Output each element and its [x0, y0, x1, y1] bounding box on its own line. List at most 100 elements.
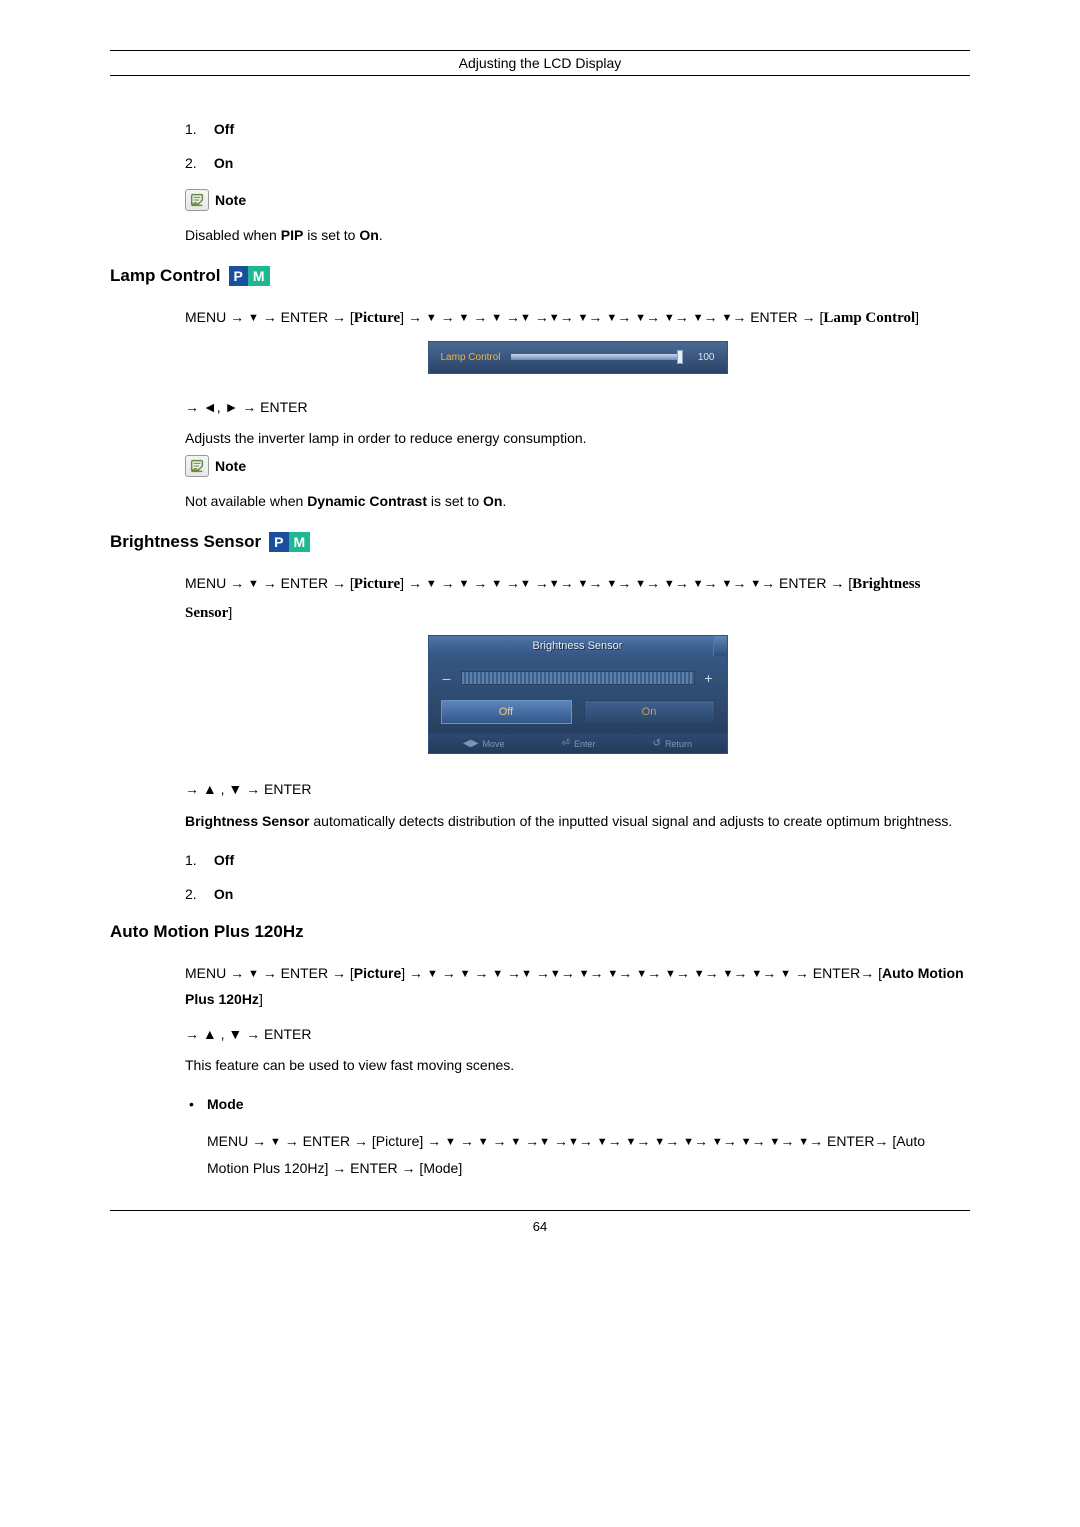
- t: MENU →: [185, 309, 248, 325]
- t: Move: [482, 739, 504, 749]
- note-block: Note: [185, 455, 970, 477]
- down-triangle-icon: ▼: [635, 578, 646, 590]
- enter-icon: ⏎: [562, 738, 570, 749]
- t: ]: [458, 1160, 462, 1176]
- nav-line-brightness: → ▲ , ▼ → ENTER: [185, 776, 970, 803]
- down-triangle-icon: ▼: [520, 312, 531, 324]
- t: Not available when: [185, 493, 307, 509]
- osd-footer: ◀▶Move ⏎Enter ↺Return: [429, 734, 727, 753]
- brightness-desc: Brightness Sensor automatically detects …: [185, 811, 970, 832]
- osd-slider-track: [511, 354, 681, 360]
- down-triangle-icon: ▼: [426, 578, 437, 590]
- down-triangle-icon: ▼: [654, 1136, 665, 1148]
- down-triangle-icon: ▼: [549, 578, 560, 590]
- down-triangle-icon: ▼: [578, 578, 589, 590]
- down-triangle-icon: ▼: [665, 968, 676, 980]
- down-triangle-icon: ▼: [426, 312, 437, 324]
- pm-badge-icon: PM: [229, 266, 270, 286]
- mode-label: Mode: [207, 1096, 244, 1112]
- down-triangle-icon: ▼: [606, 578, 617, 590]
- list-label: On: [214, 155, 233, 171]
- list-label: Off: [214, 852, 234, 868]
- down-triangle-icon: ▼: [491, 312, 502, 324]
- heading-text: Brightness Sensor: [110, 532, 261, 552]
- bullet-mode: Mode: [185, 1096, 970, 1112]
- amp-desc: This feature can be used to view fast mo…: [185, 1055, 970, 1076]
- down-triangle-icon: ▼: [491, 578, 502, 590]
- down-triangle-icon: ▼: [694, 968, 705, 980]
- t: Return: [665, 739, 692, 749]
- badge-p: P: [269, 532, 288, 552]
- badge-m: M: [248, 266, 270, 286]
- t: Mode: [423, 1160, 458, 1176]
- nav-line-lamp: → ◄, ► → ENTER: [185, 394, 970, 421]
- t: ] →: [419, 1133, 445, 1149]
- menu-lamp-label: Lamp Control: [823, 310, 915, 326]
- t: ]: [259, 991, 263, 1007]
- note-block: Note: [185, 189, 970, 211]
- note-text: Disabled when PIP is set to On.: [185, 225, 970, 246]
- list-item: 2. On: [185, 886, 970, 902]
- menu-picture: Picture: [376, 1133, 420, 1149]
- list-number: 2.: [185, 886, 210, 902]
- minus-icon: –: [441, 670, 453, 686]
- menu-picture: Picture: [354, 310, 400, 326]
- down-triangle-icon: ▼: [597, 1136, 608, 1148]
- t: Dynamic Contrast: [307, 493, 427, 509]
- down-triangle-icon: ▼: [478, 1136, 489, 1148]
- osd-title: Brightness Sensor: [533, 640, 623, 652]
- section-heading-amp: Auto Motion Plus 120Hz: [110, 922, 970, 942]
- nav-line-amp: → ▲ , ▼ → ENTER: [185, 1021, 970, 1048]
- menu-path-amp-mode: MENU → ▼ → ENTER → [Picture] → ▼ → ▼ → ▼…: [185, 1128, 970, 1181]
- list-label: Off: [214, 121, 234, 137]
- down-triangle-icon: ▼: [549, 312, 560, 324]
- t: ] →: [401, 965, 427, 981]
- document-page: Adjusting the LCD Display 1. Off 2. On N…: [0, 0, 1080, 1264]
- text: .: [379, 227, 383, 243]
- menu-path-brightness: MENU → ▼ → ENTER → [Picture] → ▼ → ▼ → ▼…: [185, 570, 970, 627]
- menu-path-lamp: MENU → ▼ → ENTER → [Picture] → ▼ → ▼ → ▼…: [185, 304, 970, 333]
- t: ]: [228, 604, 232, 620]
- down-triangle-icon: ▼: [712, 1136, 723, 1148]
- heading-text: Auto Motion Plus 120Hz: [110, 922, 304, 942]
- down-triangle-icon: ▼: [607, 968, 618, 980]
- text: is set to: [303, 227, 359, 243]
- down-triangle-icon: ▼: [635, 312, 646, 324]
- t: MENU →: [207, 1133, 270, 1149]
- note-label: Note: [215, 192, 246, 208]
- osd-return-hint: ↺Return: [653, 738, 692, 749]
- t: On: [483, 493, 502, 509]
- down-triangle-icon: ▼: [460, 968, 471, 980]
- move-icon: ◀▶: [463, 738, 478, 749]
- t: ] → ENTER → [: [325, 1160, 424, 1176]
- down-triangle-icon: ▼: [568, 1136, 579, 1148]
- t: Brightness Sensor: [185, 813, 309, 829]
- list-number: 1.: [185, 121, 210, 137]
- section-heading-brightness: Brightness Sensor PM: [110, 532, 970, 552]
- note-icon: [185, 189, 209, 211]
- badge-p: P: [229, 266, 248, 286]
- down-triangle-icon: ▼: [626, 1136, 637, 1148]
- t: ENTER → [: [746, 309, 823, 325]
- down-triangle-icon: ▼: [798, 1136, 809, 1148]
- lamp-desc: Adjusts the inverter lamp in order to re…: [185, 428, 970, 449]
- down-triangle-icon: ▼: [780, 968, 791, 980]
- down-triangle-icon: ▼: [539, 1136, 550, 1148]
- down-triangle-icon: ▼: [445, 1136, 456, 1148]
- badge-m: M: [289, 532, 311, 552]
- down-triangle-icon: ▼: [751, 968, 762, 980]
- footer-rule: [110, 1210, 970, 1211]
- down-triangle-icon: ▼: [741, 1136, 752, 1148]
- t: ] →: [400, 575, 426, 591]
- osd-slider-fill: [511, 354, 681, 360]
- osd-bar: [461, 671, 695, 685]
- down-triangle-icon: ▼: [769, 1136, 780, 1148]
- down-triangle-icon: ▼: [683, 1136, 694, 1148]
- list-number: 2.: [185, 155, 210, 171]
- note-label: Note: [215, 458, 246, 474]
- down-triangle-icon: ▼: [550, 968, 561, 980]
- down-triangle-icon: ▼: [750, 578, 761, 590]
- page-number: 64: [110, 1219, 970, 1234]
- down-triangle-icon: ▼: [664, 578, 675, 590]
- list-label: On: [214, 886, 233, 902]
